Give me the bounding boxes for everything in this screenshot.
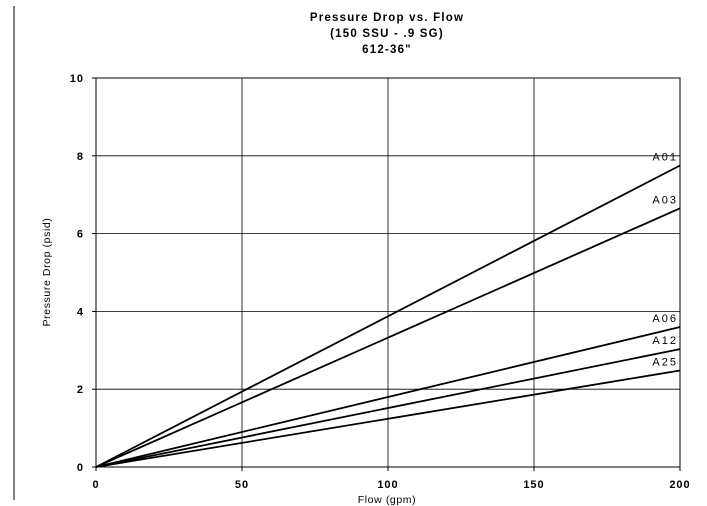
y-axis-ticks: 0 2 4 6 8 10	[70, 73, 96, 474]
x-axis-ticks: 0 50 100 150 200	[92, 467, 690, 491]
x-tick-label-50: 50	[235, 479, 249, 491]
x-tick-label-0: 0	[92, 479, 99, 491]
series-labels: A01 A03 A06 A12 A25	[652, 152, 678, 369]
x-tick-label-100: 100	[377, 479, 398, 491]
series-label-a12: A12	[652, 335, 678, 347]
series-line-a06	[95, 326, 681, 468]
series-line-a01	[95, 164, 681, 468]
y-tick-label-2: 2	[77, 384, 84, 396]
x-tick-label-150: 150	[523, 479, 544, 491]
chart-title-line-2: (150 SSU - .9 SG)	[330, 28, 444, 40]
chart-title-line-1: Pressure Drop vs. Flow	[310, 12, 464, 24]
y-tick-label-4: 4	[77, 306, 84, 318]
series-line-a03	[95, 207, 681, 468]
y-tick-label-6: 6	[77, 229, 84, 241]
chart-title-line-3: 612-36"	[362, 44, 412, 56]
series-line-a25	[95, 369, 681, 468]
series-label-a01: A01	[652, 152, 678, 164]
y-tick-label-10: 10	[70, 73, 84, 85]
x-tick-label-200: 200	[669, 479, 690, 491]
series-label-a06: A06	[652, 313, 678, 325]
y-tick-label-0: 0	[77, 462, 84, 474]
series-label-a25: A25	[652, 357, 678, 369]
series-line-a12	[95, 348, 681, 468]
y-tick-label-8: 8	[77, 151, 84, 163]
x-axis-label: Flow (gpm)	[358, 494, 417, 506]
series-lines	[95, 164, 681, 468]
y-axis-label: Pressure Drop (psid)	[41, 218, 53, 327]
grid-lines	[96, 78, 680, 467]
series-label-a03: A03	[652, 194, 678, 206]
